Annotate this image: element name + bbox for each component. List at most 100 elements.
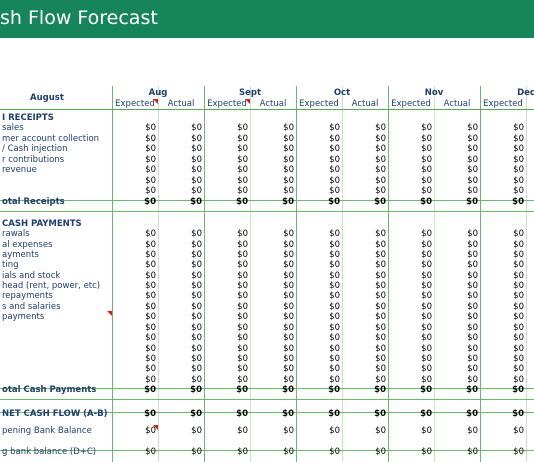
value-cell: $0 [191,134,202,144]
value-cell: $0 [145,250,156,260]
value-cell: $0 [375,165,386,175]
value-cell: $0 [467,260,478,270]
value-cell: $0 [467,134,478,144]
value-cell: $0 [237,165,248,175]
value-cell: $0 [190,385,202,395]
row-label: al expenses [2,240,53,250]
value-cell: $0 [512,385,524,395]
value-cell: $0 [191,229,202,239]
value-cell: $0 [191,250,202,260]
value-cell: $0 [421,260,432,270]
value-cell: $0 [467,165,478,175]
value-cell: $0 [421,364,432,374]
value-cell: $0 [191,375,202,385]
row-label: head (rent, power, etc) [2,281,101,291]
value-cell: $0 [329,176,340,186]
value-cell: $0 [191,333,202,343]
value-cell: $0 [145,344,156,354]
value-cell: $0 [513,134,524,144]
value-cell: $0 [513,312,524,322]
value-cell: $0 [375,155,386,165]
row-line [0,200,534,201]
row-label: revenue [2,165,37,175]
value-cell: $0 [191,344,202,354]
value-cell: $0 [283,260,294,270]
value-cell: $0 [375,364,386,374]
value-cell: $0 [421,323,432,333]
comment-marker [107,311,112,316]
column-header: Expected [483,99,523,109]
value-cell: $0 [421,176,432,186]
row-line [0,399,534,400]
value-cell: $0 [375,240,386,250]
month: Aug [148,88,168,98]
value-cell: $0 [421,165,432,175]
value-cell: $0 [513,229,524,239]
period-label: August [30,93,64,103]
value-cell: $0 [513,176,524,186]
value-cell: $0 [513,426,524,436]
value-cell: $0 [467,240,478,250]
value-cell: $0 [145,312,156,322]
month: Sept [238,88,262,98]
value-cell: $0 [513,144,524,154]
row-label: s and salaries [2,302,61,312]
value-cell: $0 [237,186,248,196]
value-cell: $0 [237,302,248,312]
value-cell: $0 [467,155,478,165]
value-cell: $0 [329,323,340,333]
row-line [0,211,534,212]
value-cell: $0 [145,165,156,175]
value-cell: $0 [237,229,248,239]
value-cell: $0 [145,333,156,343]
value-cell: $0 [467,323,478,333]
value-cell: $0 [375,291,386,301]
value-cell: $0 [283,426,294,436]
value-cell: $0 [237,134,248,144]
value-cell: $0 [236,409,248,419]
value-cell: $0 [283,229,294,239]
value-cell: $0 [329,144,340,154]
value-cell: $0 [421,229,432,239]
value-cell: $0 [145,281,156,291]
row-label: payments [2,312,45,322]
value-cell: $0 [283,176,294,186]
value-cell: $0 [467,447,478,457]
value-cell: $0 [191,323,202,333]
value-cell: $0 [282,197,294,207]
value-cell: $0 [283,354,294,364]
value-cell: $0 [283,271,294,281]
comment-marker [245,99,250,104]
column-line [158,86,159,462]
value-cell: $0 [421,375,432,385]
value-cell: $0 [145,354,156,364]
row-label: otal Cash Payments [2,385,97,395]
comment-marker [153,99,158,104]
value-cell: $0 [283,123,294,133]
value-cell: $0 [375,281,386,291]
row-label: / Cash injection [2,144,68,154]
value-cell: $0 [421,302,432,312]
value-cell: $0 [283,134,294,144]
value-cell: $0 [144,197,156,207]
value-cell: $0 [237,144,248,154]
value-cell: $0 [375,144,386,154]
value-cell: $0 [421,240,432,250]
value-cell: $0 [467,426,478,436]
value-cell: $0 [283,344,294,354]
value-cell: $0 [282,409,294,419]
value-cell: $0 [421,134,432,144]
value-cell: $0 [513,260,524,270]
value-cell: $0 [145,229,156,239]
value-cell: $0 [421,354,432,364]
value-cell: $0 [421,333,432,343]
value-cell: $0 [191,240,202,250]
value-cell: $0 [282,385,294,395]
value-cell: $0 [283,333,294,343]
value-cell: $0 [237,333,248,343]
value-cell: $0 [145,426,156,436]
value-cell: $0 [513,165,524,175]
row-label: repayments [2,291,53,301]
row-label: r contributions [2,155,65,165]
